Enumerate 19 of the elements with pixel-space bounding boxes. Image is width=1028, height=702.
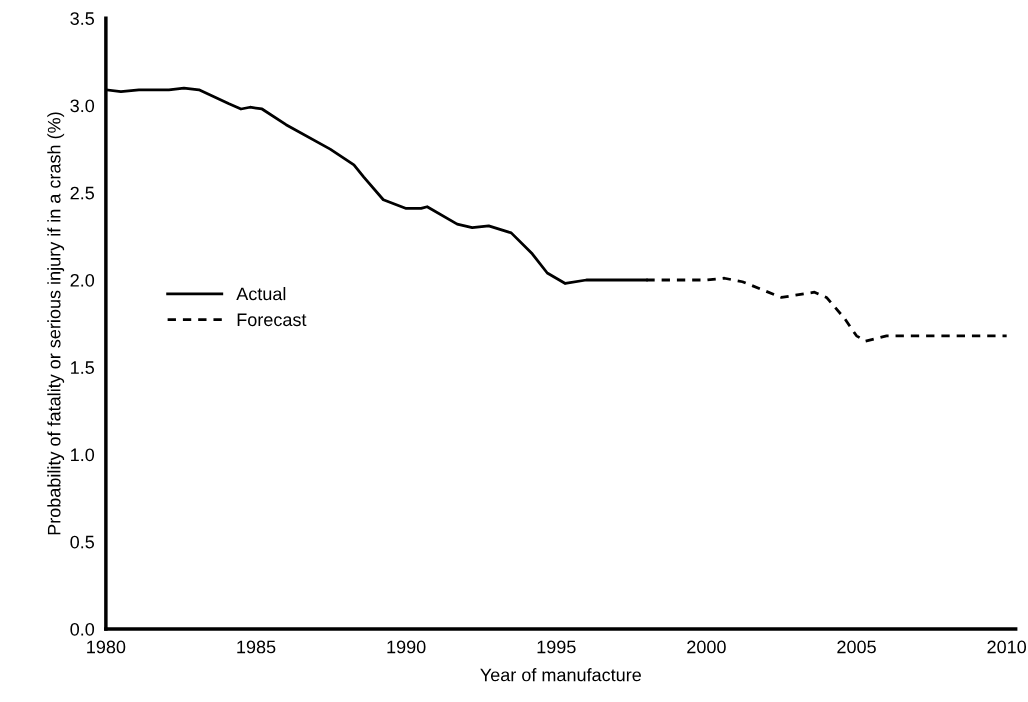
legend-label: Forecast — [237, 313, 307, 327]
y-tick-label: 3.0 — [70, 99, 95, 113]
legend-label: Actual — [236, 287, 286, 301]
y-tick-label: 0.0 — [70, 622, 95, 636]
x-tick-label: 1980 — [87, 640, 126, 654]
x-tick-label: 2005 — [837, 640, 876, 654]
x-tick-label: 1985 — [237, 640, 276, 654]
y-tick-label: 3.5 — [70, 12, 95, 25]
x-tick-label: 2000 — [687, 640, 726, 654]
x-tick-label: 2010 — [987, 640, 1027, 654]
y-axis-title: Probability of fatality or serious injury if in a crash (%) — [47, 112, 65, 535]
x-tick-label: 1990 — [387, 640, 426, 654]
x-tick-label: 1995 — [537, 640, 576, 654]
y-tick-label: 1.5 — [71, 361, 95, 374]
y-tick-label: 1.0 — [71, 448, 95, 462]
y-tick-label: 0.5 — [70, 535, 95, 549]
y-tick-label: 2.0 — [70, 273, 95, 287]
x-axis-title: Year of manufacture — [480, 668, 641, 682]
y-tick-label: 2.5 — [70, 186, 95, 200]
